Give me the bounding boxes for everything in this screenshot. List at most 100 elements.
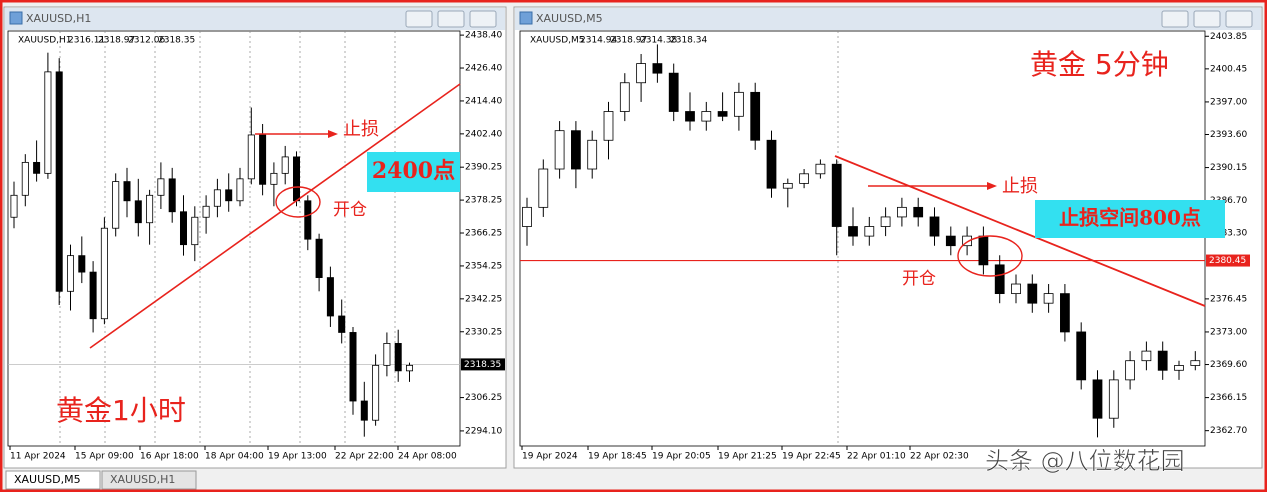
y-tick-label: 2402.40 bbox=[465, 129, 502, 139]
candle-body bbox=[191, 216, 199, 246]
candle-body bbox=[349, 332, 357, 402]
x-tick-label: 24 Apr 08:00 bbox=[398, 452, 457, 462]
candle-body bbox=[394, 343, 402, 372]
ohlc-low: 2312.06 bbox=[128, 36, 165, 46]
candle-body bbox=[880, 216, 891, 227]
candle-body bbox=[405, 364, 414, 372]
x-tick-label: 16 Apr 18:00 bbox=[140, 452, 199, 462]
plot-area bbox=[7, 30, 461, 447]
candle-body bbox=[766, 139, 777, 189]
x-tick-label: 19 Apr 21:25 bbox=[718, 452, 777, 462]
y-tick-label: 2393.60 bbox=[1210, 130, 1247, 140]
annotation-target: 止损空间800点 bbox=[1059, 206, 1201, 230]
window-title: XAUUSD,H1 bbox=[26, 12, 91, 25]
candle-body bbox=[304, 200, 312, 240]
y-tick-label: 2378.25 bbox=[465, 196, 502, 206]
price-label: 2380.45 bbox=[1209, 256, 1246, 266]
candle-body bbox=[717, 111, 728, 117]
candle-body bbox=[571, 130, 581, 170]
ohlc-high: 2318.97 bbox=[610, 36, 647, 46]
plot-area bbox=[519, 30, 1206, 447]
candle-body bbox=[383, 343, 391, 366]
y-tick-label: 2369.60 bbox=[1210, 360, 1247, 370]
candle-body bbox=[962, 235, 972, 247]
candle-body bbox=[652, 63, 663, 74]
candle-body bbox=[619, 82, 630, 112]
candle-body bbox=[360, 400, 368, 421]
candle-body bbox=[1157, 350, 1168, 371]
ohlc-low: 2314.38 bbox=[640, 36, 677, 46]
candle-body bbox=[236, 178, 244, 202]
y-tick-label: 2330.25 bbox=[465, 327, 502, 337]
candle-body bbox=[587, 139, 598, 170]
candle-body bbox=[685, 111, 695, 122]
x-tick-label: 11 Apr 2024 bbox=[10, 452, 66, 462]
tab-label: XAUUSD,H1 bbox=[110, 473, 175, 486]
candle-body bbox=[338, 315, 346, 333]
entry-circle bbox=[957, 235, 1023, 277]
candle-body bbox=[668, 72, 679, 112]
target-box bbox=[1035, 200, 1225, 238]
x-tick-label: 19 Apr 18:45 bbox=[588, 452, 647, 462]
y-tick-label: 2426.40 bbox=[465, 64, 502, 74]
candle-body bbox=[701, 111, 712, 122]
candle-body bbox=[815, 163, 826, 175]
candle-body bbox=[78, 255, 86, 273]
candle-body bbox=[978, 235, 989, 266]
entry-circle bbox=[275, 186, 321, 218]
close-button[interactable] bbox=[469, 10, 497, 28]
candle-body bbox=[259, 134, 267, 185]
close-button[interactable] bbox=[1225, 10, 1253, 28]
target-box bbox=[367, 152, 460, 192]
minimize-button[interactable] bbox=[1161, 10, 1189, 28]
y-tick-label: 2354.25 bbox=[465, 261, 502, 271]
candle-body bbox=[945, 235, 956, 247]
candle-body bbox=[179, 211, 188, 246]
candle-body bbox=[225, 189, 233, 202]
candle-body bbox=[372, 364, 380, 421]
candle-body bbox=[782, 182, 793, 189]
x-tick-label: 19 Apr 20:05 bbox=[652, 452, 711, 462]
candle-body bbox=[1092, 379, 1103, 419]
annotation-entry: 开仓 bbox=[333, 200, 367, 220]
candle-body bbox=[522, 206, 532, 227]
y-tick-label: 2366.25 bbox=[465, 229, 502, 239]
candle-body bbox=[123, 181, 131, 202]
tab[interactable] bbox=[5, 470, 101, 490]
candle-body bbox=[315, 238, 323, 278]
y-tick-label: 2386.70 bbox=[1210, 196, 1247, 206]
candle-body bbox=[21, 161, 29, 196]
candle-body bbox=[848, 226, 858, 237]
y-tick-label: 2403.85 bbox=[1210, 32, 1247, 42]
candle-body bbox=[554, 130, 565, 170]
ohlc-close: 2318.34 bbox=[670, 36, 707, 46]
candle-body bbox=[1043, 293, 1054, 304]
y-tick-label: 2397.00 bbox=[1210, 97, 1247, 107]
title-bar bbox=[5, 8, 505, 30]
maximize-button[interactable] bbox=[1193, 10, 1221, 28]
x-tick-label: 19 Apr 22:45 bbox=[782, 452, 841, 462]
trend-line bbox=[89, 83, 461, 349]
window-title: XAUUSD,M5 bbox=[536, 12, 603, 25]
ohlc-open: 2316.11 bbox=[68, 36, 105, 46]
candle-body bbox=[281, 156, 289, 174]
y-tick-label: 2306.25 bbox=[465, 393, 502, 403]
candle-body bbox=[864, 226, 875, 237]
candle-body bbox=[1108, 379, 1119, 419]
minimize-button[interactable] bbox=[405, 10, 433, 28]
x-tick-label: 22 Apr 02:30 bbox=[910, 452, 969, 462]
candle-body bbox=[10, 194, 18, 218]
candle-body bbox=[994, 264, 1005, 295]
window-icon bbox=[519, 11, 533, 25]
annotation-label: 黄金 5分钟 bbox=[1030, 48, 1169, 81]
candle-body bbox=[603, 111, 614, 141]
candle-body bbox=[326, 277, 334, 317]
candle-body bbox=[1027, 283, 1038, 304]
maximize-button[interactable] bbox=[437, 10, 465, 28]
y-tick-label: 2390.25 bbox=[465, 163, 502, 173]
y-tick-label: 2373.00 bbox=[1210, 327, 1247, 337]
tab[interactable] bbox=[101, 470, 197, 490]
candle-body bbox=[100, 227, 108, 320]
ohlc-high: 2318.97 bbox=[98, 36, 135, 46]
